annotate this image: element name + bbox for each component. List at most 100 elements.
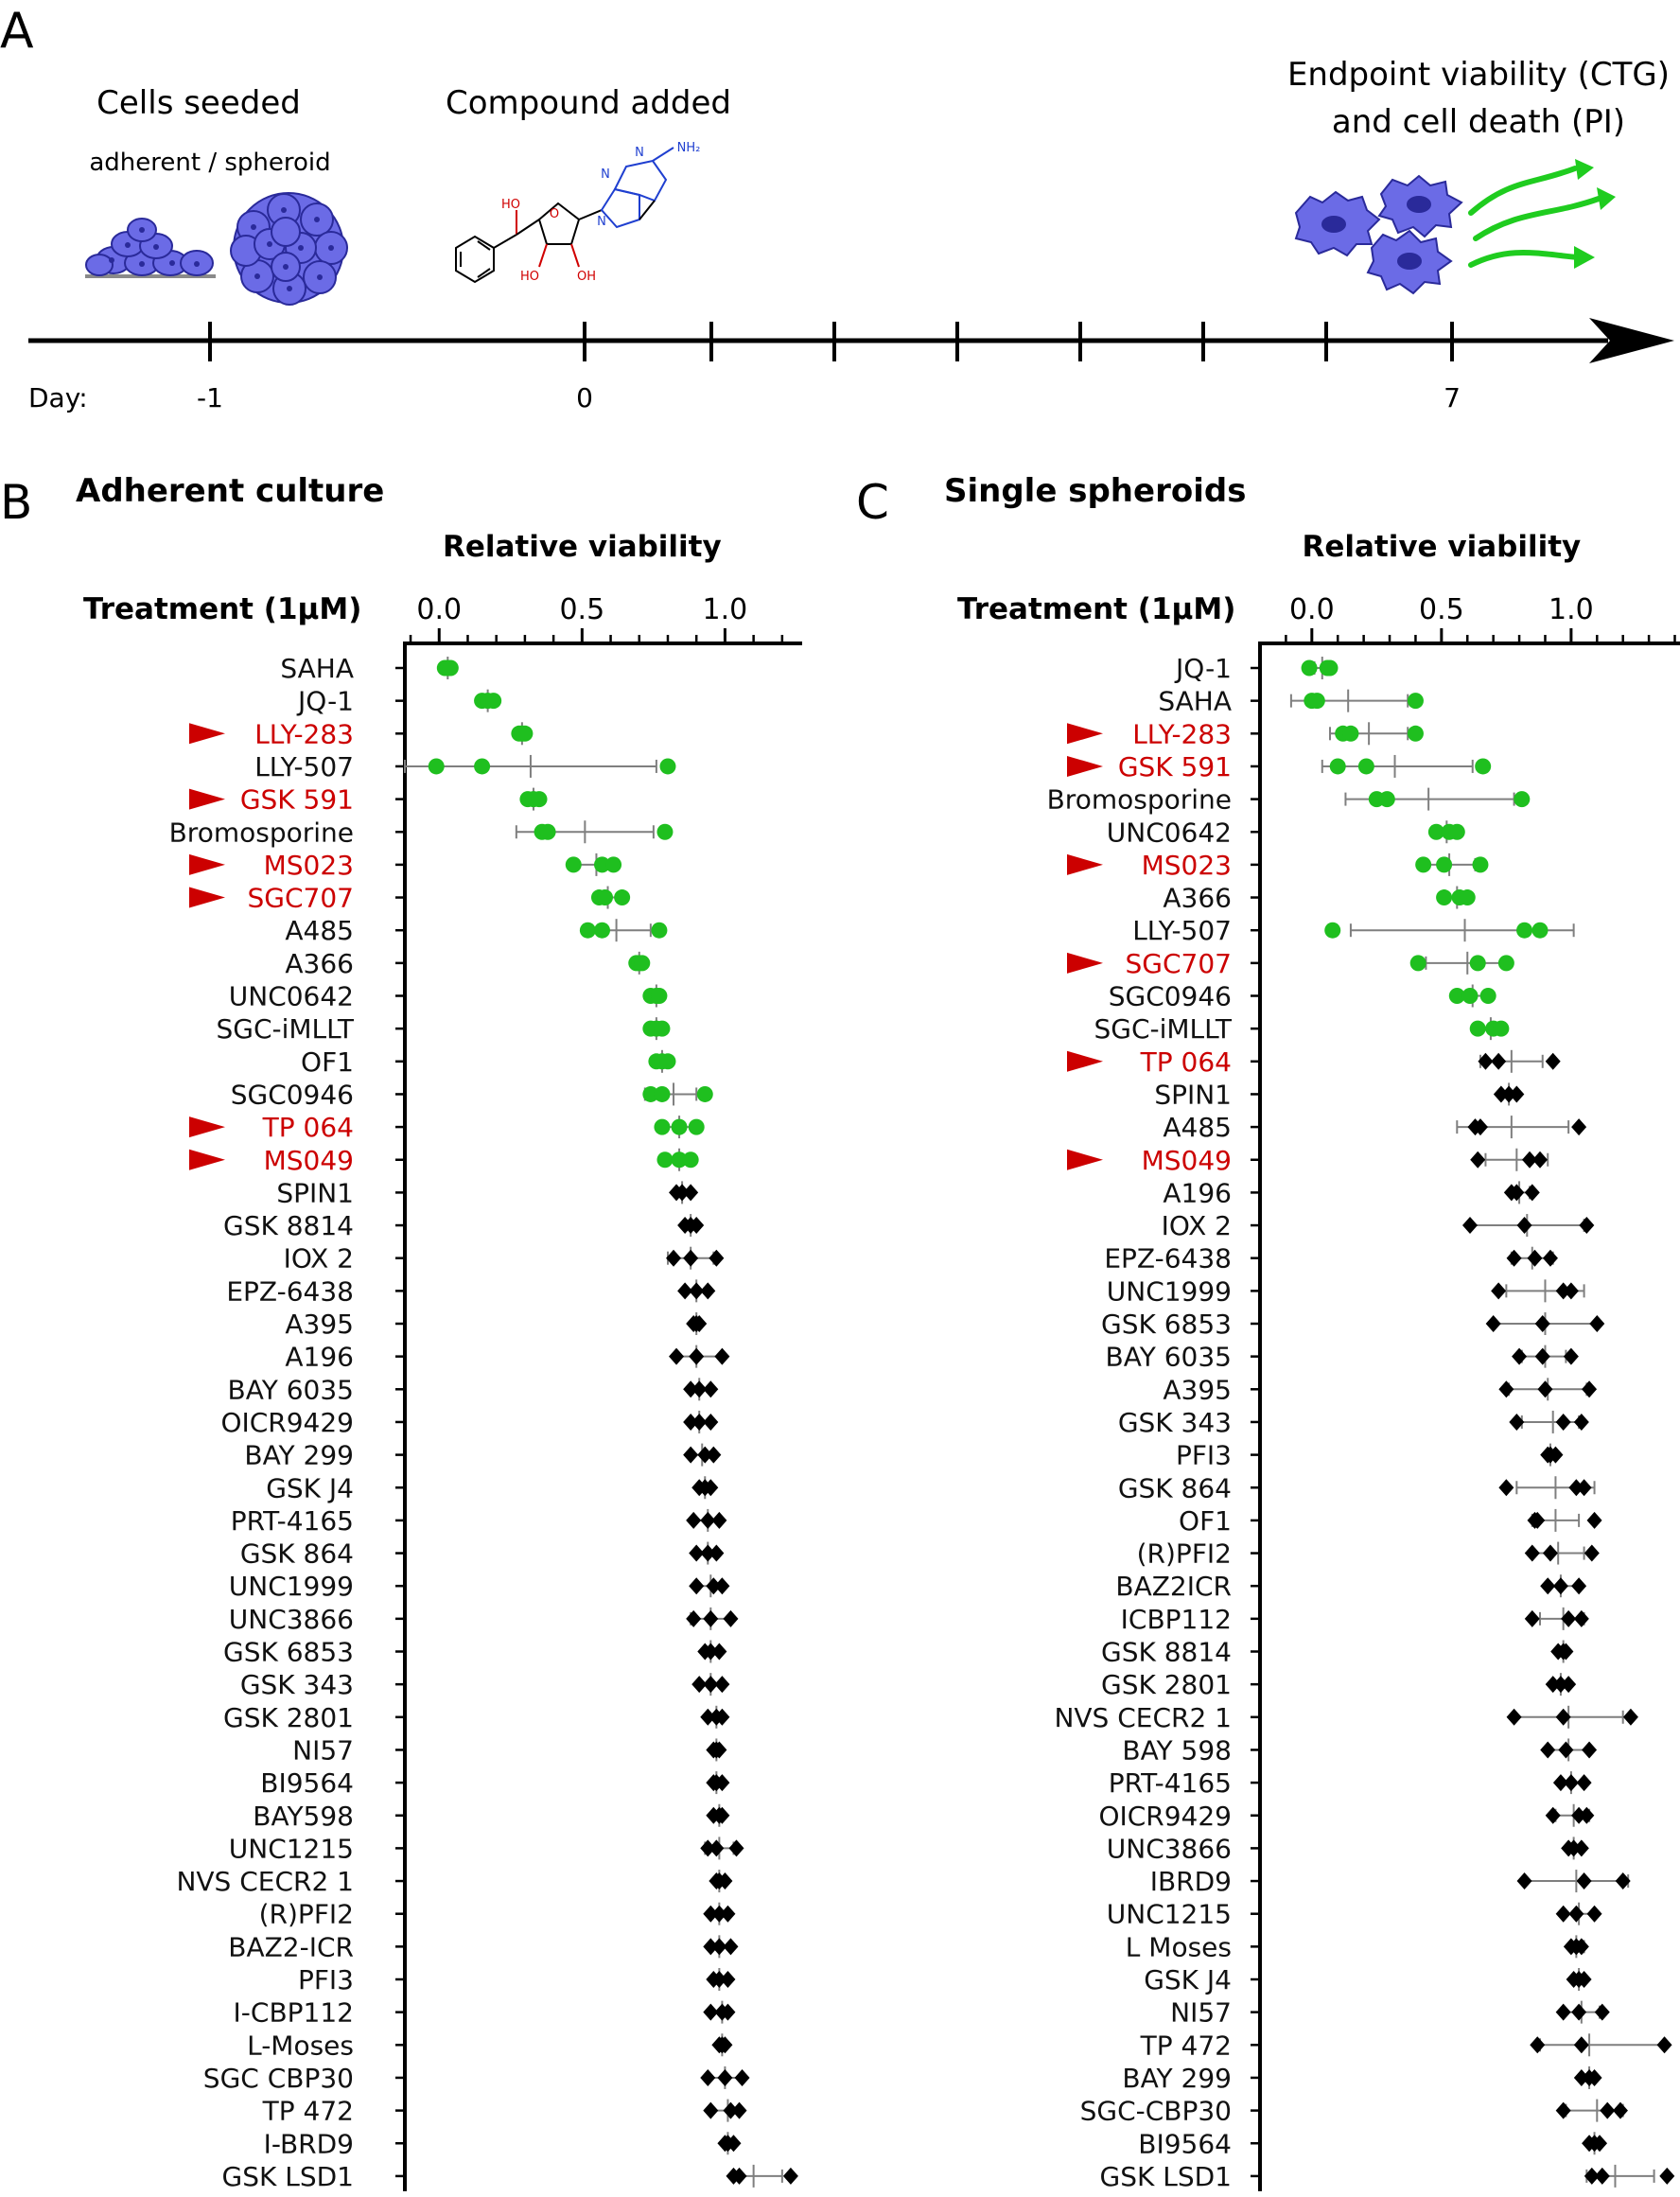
panel-c-row-label-gsk-591: GSK 591 <box>1118 751 1232 782</box>
panel-c-point-ms049 <box>1522 1151 1538 1169</box>
panel-c-row-label-bay-6035: BAY 6035 <box>1106 1342 1232 1373</box>
panel-b-row-label-gsk-864: GSK 864 <box>240 1538 354 1570</box>
panel-c-point-bay-6035 <box>1512 1347 1528 1365</box>
panel-c-point-oicr9429 <box>1545 1806 1561 1824</box>
panel-b-point-iox-2 <box>709 1249 725 1267</box>
panel-c-point-tp-472 <box>1573 2036 1589 2054</box>
panel-b-point-l-moses <box>717 2036 733 2054</box>
panel-b-row-label-unc3866: UNC3866 <box>229 1604 354 1635</box>
panel-b-point-gsk-591 <box>531 791 548 808</box>
panel-c-highlight-arrow-gsk-591 <box>1067 755 1103 777</box>
panel-b-row-label-bromosporine: Bromosporine <box>169 817 354 848</box>
panel-b-point-oicr9429 <box>703 1413 719 1431</box>
dying-cells-icon <box>1294 174 1463 295</box>
panel-b-point-prt-4165 <box>686 1511 702 1529</box>
panel-c-point-bay-598 <box>1558 1741 1574 1759</box>
panel-c-x-tick-label: 0.0 <box>1289 593 1335 626</box>
panel-c-point-bay-6035 <box>1563 1347 1579 1365</box>
panel-b-point-tp-064 <box>654 1118 671 1135</box>
panel-b-point-bay598 <box>714 1806 730 1824</box>
panel-b-point-gsk-343 <box>703 1676 719 1694</box>
panel-b-point-gsk-864 <box>700 1544 716 1562</box>
panel-b-row-label-unc1999: UNC1999 <box>229 1571 354 1602</box>
panel-b-point-gsk-lsd1 <box>731 2167 747 2185</box>
panel-b-point-bromosporine <box>656 823 674 840</box>
panel-b-row-label-baz2-icr: BAZ2-ICR <box>228 1931 354 1962</box>
panel-c-point-a196 <box>1509 1184 1525 1202</box>
panel-b-point-unc3866 <box>703 1609 719 1627</box>
panel-b-row-label-sgc-imllt: SGC-iMLLT <box>216 1013 354 1045</box>
panel-b-point-epz-6438 <box>689 1282 705 1300</box>
panel-b-point-gsk-343 <box>691 1676 708 1694</box>
panel-b-point-r-pfi2 <box>703 1905 719 1923</box>
panel-c-point-gsk-864 <box>1568 1479 1584 1497</box>
panel-c-point-bay-299 <box>1586 2068 1602 2086</box>
panel-b-point-unc3866 <box>686 1609 702 1627</box>
panel-c-point-ibrd9 <box>1576 1872 1592 1890</box>
panel-c-point-lly-507 <box>1516 922 1533 939</box>
panel-b-point-sgc-cbp30 <box>734 2068 750 2086</box>
panel-b-point-tp-472 <box>703 2101 719 2119</box>
panel-c-point-gsk-j4 <box>1576 1971 1592 1988</box>
panel-b-row-label-unc0642: UNC0642 <box>229 981 354 1012</box>
panel-c-row-label-epz-6438: EPZ-6438 <box>1104 1243 1232 1274</box>
panel-c-point-gsk-2801 <box>1561 1676 1577 1694</box>
panel-c-point-sgc707 <box>1469 955 1486 972</box>
panel-c-point-oicr9429 <box>1571 1806 1587 1824</box>
panel-c-point-jq-1 <box>1321 659 1339 677</box>
panel-c-point-sgc-imllt <box>1493 1020 1510 1037</box>
panel-b-point-unc1215 <box>728 1839 744 1857</box>
panel-c-row-label-jq-1: JQ-1 <box>1174 653 1232 684</box>
panel-b-point-baz2-icr <box>711 1938 727 1956</box>
panel-b-row-label-saha: SAHA <box>280 653 354 684</box>
panel-c-point-gsk-2801 <box>1545 1676 1561 1694</box>
panel-c-point-ms023 <box>1436 856 1453 873</box>
spheroid-icon <box>230 192 348 306</box>
panel-c-letter: C <box>856 475 889 530</box>
panel-c-point-a485 <box>1472 1118 1488 1136</box>
panel-b-point-r-pfi2 <box>711 1905 727 1923</box>
panel-b-point-baz2-icr <box>723 1938 739 1956</box>
panel-b-row-label-prt-4165: PRT-4165 <box>231 1505 354 1537</box>
panel-c-point-sgc-cbp30 <box>1600 2101 1616 2119</box>
panel-c-point-iox-2 <box>1579 1217 1595 1235</box>
panel-c-row-label-baz2icr: BAZ2ICR <box>1115 1571 1232 1602</box>
panel-c-point-ms049 <box>1532 1151 1548 1169</box>
panel-c-point-ms049 <box>1470 1151 1486 1169</box>
panel-b-y-axis-title: Treatment (1µM) <box>83 592 361 626</box>
mol-oh-right: OH <box>577 270 596 284</box>
panel-b-x-tick-label: 0.0 <box>416 593 462 626</box>
panel-c-point-a395 <box>1498 1380 1514 1398</box>
panel-c-point-gsk-591 <box>1329 758 1346 775</box>
panel-c-title: Single spheroids <box>944 472 1246 510</box>
panel-c-point-ni57 <box>1555 2003 1571 2021</box>
mol-n-bottom: N <box>597 215 606 229</box>
panel-b-point-a485 <box>593 922 610 939</box>
panel-b-point-r-pfi2 <box>720 1905 736 1923</box>
panel-c-point-lly-507 <box>1324 922 1341 939</box>
panel-c-row-label-unc1215: UNC1215 <box>1107 1899 1232 1930</box>
panel-b-row-label-gsk-6853: GSK 6853 <box>223 1637 354 1668</box>
panel-c-point-gsk-591 <box>1357 758 1374 775</box>
panel-c-point-gsk-lsd1 <box>1659 2167 1675 2185</box>
panel-c-point-tp-472 <box>1656 2036 1672 2054</box>
panel-b-row-label-gsk-j4: GSK J4 <box>266 1472 354 1503</box>
panel-b-point-unc0642 <box>651 988 668 1004</box>
panel-c-point-a366 <box>1436 889 1453 906</box>
timeline-day-7: 7 <box>1444 382 1461 413</box>
panel-b-point-epz-6438 <box>677 1282 693 1300</box>
panel-c-point-unc1999 <box>1491 1282 1507 1300</box>
panel-c-point-iox-2 <box>1516 1217 1532 1235</box>
panel-b-row-label-gsk-591: GSK 591 <box>240 784 354 816</box>
panel-b-point-ms023 <box>605 856 622 873</box>
panel-b-point-sgc707 <box>597 889 614 906</box>
panel-b-point-a485 <box>579 922 596 939</box>
cells-seeded-subtitle: adherent / spheroid <box>89 149 330 177</box>
panel-b-point-jq-1 <box>485 693 502 710</box>
panel-c-row-label-sgc707: SGC707 <box>1126 948 1232 979</box>
panel-c-point-unc0642 <box>1448 823 1465 840</box>
panel-b-row-label-oicr9429: OICR9429 <box>220 1407 354 1438</box>
panel-b-point-gsk-lsd1 <box>782 2167 798 2185</box>
panel-c-point-bay-598 <box>1582 1741 1598 1759</box>
